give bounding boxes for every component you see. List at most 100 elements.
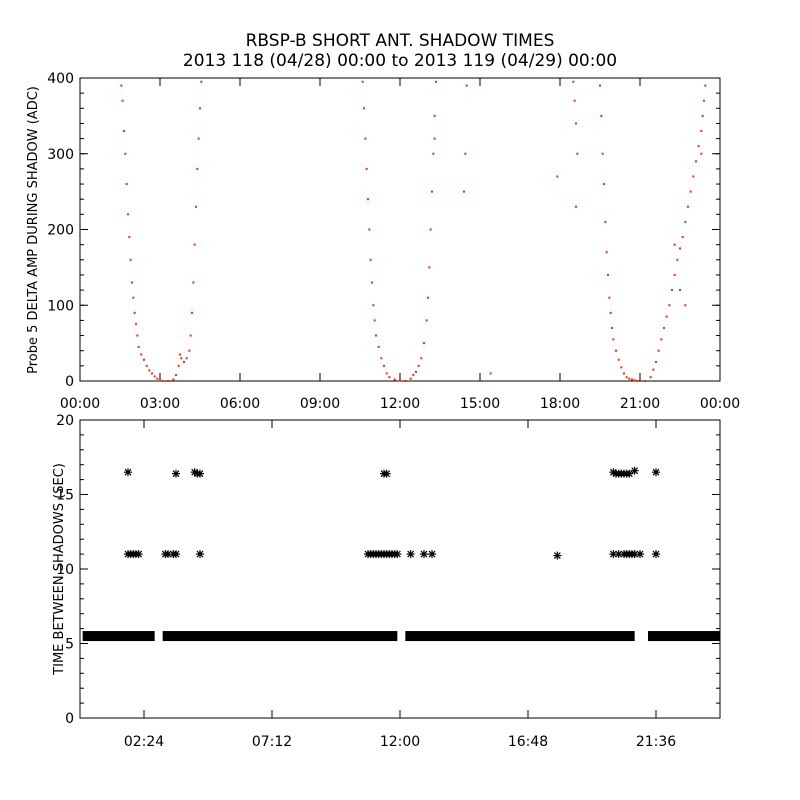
data-point [660, 338, 663, 341]
data-point [125, 183, 128, 186]
data-point [425, 319, 428, 322]
data-point [465, 84, 468, 87]
data-point [575, 122, 577, 125]
data-point [433, 114, 436, 117]
data-point [179, 353, 181, 356]
chart-title-line1: RBSP-B SHORT ANT. SHADOW TIMES [245, 31, 555, 51]
data-point [417, 364, 420, 367]
data-point [676, 258, 679, 261]
data-point [415, 370, 417, 373]
data-point [368, 228, 371, 231]
data-point [175, 373, 177, 376]
asterisk-stroke [609, 468, 617, 476]
asterisk-stroke [625, 470, 633, 478]
data-point [576, 152, 579, 155]
x-tick-label: 12:00 [380, 734, 420, 750]
data-point [668, 304, 671, 307]
y-tick-label: 0 [65, 711, 74, 727]
data-point [197, 137, 200, 140]
data-point [649, 376, 652, 379]
data-point [128, 236, 131, 239]
data-point [575, 205, 577, 208]
data-point [420, 550, 428, 559]
data-point [489, 372, 492, 375]
data-point [603, 183, 605, 186]
data-point [604, 220, 607, 223]
data-point [151, 372, 153, 375]
asterisk-stroke [407, 550, 415, 558]
y-tick-label: 200 [47, 223, 74, 239]
y-tick-label: 0 [65, 374, 74, 390]
y-axis-label: TIME BETWEEN SHADOWS (SEC) [52, 463, 67, 676]
data-point [136, 334, 139, 337]
asterisk-stroke [631, 550, 639, 558]
baseline-band [162, 631, 398, 642]
x-tick-label: 15:00 [460, 396, 500, 412]
data-point [684, 220, 687, 223]
data-point [200, 80, 203, 83]
data-point [196, 167, 199, 170]
data-point [431, 190, 433, 193]
y-tick-label: 5 [65, 637, 74, 653]
data-point [367, 198, 369, 201]
baseline-band [648, 631, 720, 642]
data-point [365, 167, 368, 170]
x-tick-label: 12:00 [380, 396, 420, 412]
data-point [193, 243, 196, 246]
asterisk-stroke [428, 550, 436, 558]
data-point [617, 358, 620, 361]
data-point [129, 258, 132, 261]
y-tick-label: 100 [47, 298, 74, 314]
data-point [423, 342, 425, 345]
data-point [628, 377, 631, 380]
data-point [153, 375, 156, 378]
data-point [612, 338, 615, 341]
data-point [652, 550, 660, 559]
data-point [655, 361, 657, 364]
asterisk-stroke [631, 467, 639, 475]
asterisk-stroke [615, 550, 623, 558]
data-point [393, 378, 396, 381]
data-point [123, 130, 125, 133]
data-point [609, 311, 612, 314]
data-point [615, 349, 617, 352]
data-point [196, 550, 204, 559]
data-point [673, 243, 676, 246]
data-point [121, 99, 124, 102]
x-tick-label: 18:00 [540, 396, 580, 412]
data-point [700, 130, 703, 133]
data-point [177, 364, 180, 367]
asterisk-stroke [135, 550, 143, 558]
data-point [188, 349, 191, 352]
data-point [433, 137, 436, 140]
data-point [124, 468, 132, 477]
plot-frame [79, 77, 721, 382]
data-point [429, 228, 432, 231]
data-point [375, 334, 377, 337]
asterisk-stroke [420, 550, 428, 558]
data-point [409, 377, 412, 380]
data-point [137, 345, 140, 348]
data-point [196, 469, 204, 478]
data-point [145, 364, 148, 367]
asterisk-stroke [172, 550, 180, 558]
data-point [120, 84, 123, 87]
data-point [607, 273, 609, 276]
data-point [625, 376, 628, 379]
data-point [432, 152, 435, 155]
x-tick-label: 00:00 [60, 396, 100, 412]
y-tick-label: 20 [56, 413, 74, 429]
data-point [684, 304, 687, 307]
data-point [671, 289, 673, 292]
data-point [369, 258, 372, 261]
data-point [156, 377, 159, 380]
data-point [192, 281, 195, 284]
data-point [679, 247, 681, 250]
asterisk-stroke [636, 550, 644, 558]
data-point [172, 378, 175, 381]
data-point [630, 466, 639, 475]
asterisk-stroke [652, 550, 660, 558]
data-point [673, 273, 676, 276]
data-point [406, 550, 415, 559]
data-point [364, 137, 367, 140]
